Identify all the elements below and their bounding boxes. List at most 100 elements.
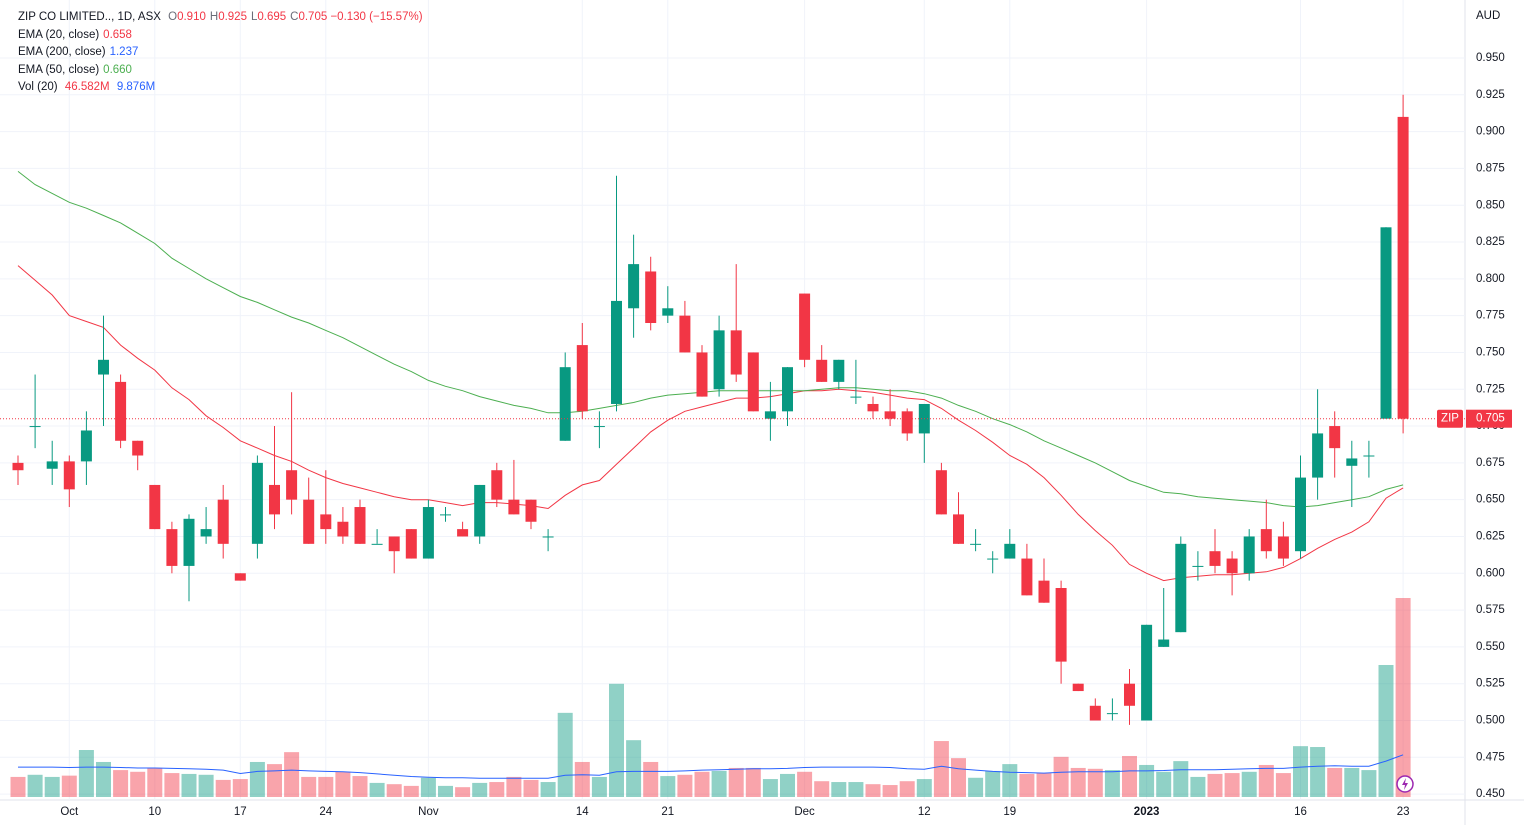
ema-line bbox=[17, 171, 1404, 508]
volume-bar bbox=[352, 776, 368, 797]
y-tick-label: 0.825 bbox=[1476, 236, 1505, 248]
candle-body bbox=[593, 426, 605, 428]
volume-bar bbox=[814, 781, 830, 797]
candle-body bbox=[1209, 551, 1221, 566]
volume-bar bbox=[506, 776, 522, 797]
candle-body bbox=[200, 529, 212, 537]
candle-body bbox=[440, 514, 451, 516]
candle-body bbox=[422, 507, 434, 559]
candle-body bbox=[234, 573, 246, 581]
candle-body bbox=[474, 484, 486, 537]
candle-body bbox=[559, 367, 571, 441]
candle-body bbox=[970, 543, 982, 545]
volume-bar bbox=[1070, 767, 1086, 797]
candle-body bbox=[115, 381, 127, 441]
x-tick-label: 24 bbox=[319, 806, 332, 818]
volume-bar bbox=[1241, 771, 1257, 797]
volume-bar bbox=[968, 777, 984, 797]
candle-body bbox=[1226, 558, 1238, 574]
candle-body bbox=[628, 264, 640, 309]
candle-body bbox=[80, 430, 92, 462]
volume-bar bbox=[1036, 773, 1052, 797]
volume-bar bbox=[1293, 746, 1308, 797]
volume-bar bbox=[1310, 747, 1326, 797]
y-tick-label: 0.575 bbox=[1476, 604, 1505, 616]
grid bbox=[0, 0, 1465, 800]
volume-bar bbox=[318, 776, 334, 797]
candle-body bbox=[98, 359, 109, 375]
volume-bar bbox=[215, 779, 231, 797]
ohlc-key: C bbox=[290, 11, 299, 23]
indicator-name: EMA (20, close) bbox=[18, 28, 100, 41]
volume-bar bbox=[420, 777, 436, 797]
candle-body bbox=[46, 461, 58, 469]
indicator-row: EMA (20, close) 0.658 bbox=[18, 27, 423, 45]
y-tick-label: 0.600 bbox=[1476, 567, 1505, 579]
y-tick-label: 0.850 bbox=[1476, 199, 1505, 211]
volume-bar bbox=[660, 776, 676, 797]
candle-body bbox=[1038, 580, 1050, 603]
volume-bar bbox=[113, 770, 129, 797]
y-tick-label: 0.675 bbox=[1476, 457, 1505, 469]
indicator-value: 0.660 bbox=[103, 63, 132, 76]
candle-body bbox=[747, 352, 759, 412]
x-tick-label: 19 bbox=[1003, 806, 1016, 818]
volume-bar bbox=[1378, 664, 1394, 797]
volume-bar bbox=[677, 774, 693, 797]
volume-bar bbox=[591, 776, 607, 797]
candle-body bbox=[371, 543, 383, 545]
volume-bar bbox=[711, 770, 727, 797]
candle-body bbox=[730, 330, 742, 375]
candle-body bbox=[1055, 588, 1067, 662]
ohlc-key: L bbox=[250, 11, 258, 23]
indicator-row: EMA (200, close) 1.237 bbox=[18, 44, 423, 62]
volume-bar bbox=[933, 741, 949, 797]
indicator-value: 0.658 bbox=[103, 28, 132, 41]
volume-bar bbox=[643, 761, 659, 797]
volume-bar bbox=[369, 782, 385, 797]
volume-bar bbox=[780, 773, 795, 797]
volume-bar bbox=[831, 782, 847, 797]
candle-body bbox=[1295, 477, 1306, 552]
y-tick-label: 0.750 bbox=[1476, 346, 1505, 358]
indicator-value: 1.237 bbox=[109, 46, 139, 59]
event-icon-bolt bbox=[1402, 778, 1408, 790]
volume-bar bbox=[899, 781, 915, 797]
volume-bar bbox=[1344, 767, 1360, 797]
volume-legend: Vol (20) 46.582M 9.876M bbox=[18, 79, 423, 97]
y-tick-label: 0.775 bbox=[1476, 310, 1505, 322]
y-tick-label: 0.475 bbox=[1476, 751, 1505, 763]
volume-bar bbox=[848, 782, 864, 797]
volume-bar bbox=[1156, 771, 1172, 797]
candle-body bbox=[850, 396, 862, 398]
volume-bar bbox=[489, 782, 505, 797]
volume-bar bbox=[916, 779, 932, 797]
volume-value: 46.582M bbox=[64, 81, 110, 94]
ohlc-value: 0.695 bbox=[257, 11, 287, 23]
candle-body bbox=[303, 499, 315, 544]
ohlc-key: H bbox=[209, 11, 219, 23]
candle-body bbox=[679, 315, 691, 353]
x-tick-label: 12 bbox=[918, 806, 931, 818]
candle-body bbox=[1072, 683, 1084, 692]
volume-bar bbox=[540, 782, 556, 797]
ohlc-key: O bbox=[168, 11, 178, 23]
y-tick-label: 0.550 bbox=[1476, 641, 1505, 653]
volume-bar bbox=[626, 740, 642, 797]
candle-body bbox=[1175, 543, 1187, 633]
volume-bar bbox=[44, 776, 60, 797]
candle-body bbox=[799, 293, 811, 360]
candle-body bbox=[1380, 227, 1392, 419]
volume-bar bbox=[1053, 756, 1069, 797]
volume-bar bbox=[1104, 770, 1120, 797]
indicator-legend: EMA (20, close) 0.658 EMA (200, close) 1.23… bbox=[18, 27, 423, 80]
y-tick-label: 0.500 bbox=[1476, 715, 1505, 727]
x-tick-label: 16 bbox=[1294, 806, 1307, 818]
volume-bar bbox=[694, 771, 710, 797]
ema-line bbox=[17, 265, 1404, 582]
volume-bar bbox=[985, 770, 1001, 797]
volume-bar bbox=[181, 773, 197, 797]
volume-bar bbox=[1139, 764, 1155, 797]
price-tag-bg bbox=[1466, 409, 1512, 428]
